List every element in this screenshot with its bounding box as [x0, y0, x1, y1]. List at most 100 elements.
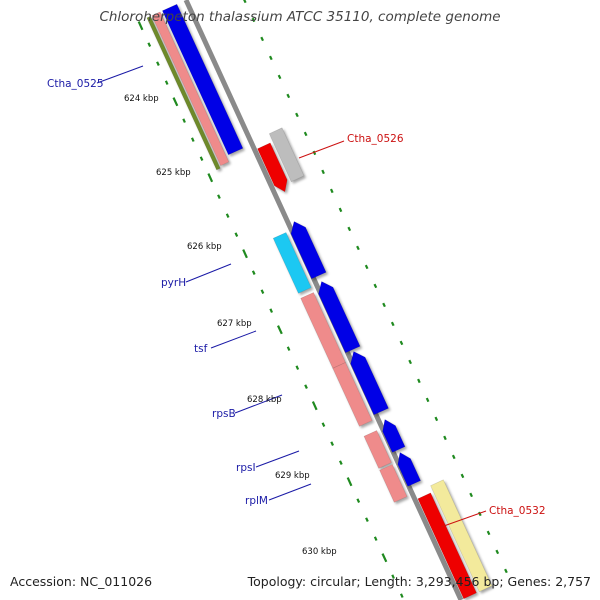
tick-mark [373, 536, 378, 541]
tick-mark [330, 441, 334, 446]
tick-mark [207, 173, 214, 183]
tick-mark [234, 232, 239, 237]
leader-pyrH [185, 263, 232, 283]
tick-mark [321, 169, 325, 175]
accession-text: Accession: NC_011026 [10, 574, 153, 589]
tick-mark [303, 131, 308, 137]
tick-mark [225, 213, 230, 218]
tick-mark [338, 207, 343, 213]
tick-mark [390, 321, 395, 327]
tick-mark [277, 74, 282, 80]
tick-mark [251, 17, 256, 23]
tick-mark [486, 530, 491, 536]
gene-label-Ctha_0525: Ctha_0525 [47, 78, 104, 90]
tick-mark [243, 0, 247, 4]
kbp-label-624: 624 kbp [124, 94, 159, 104]
tick-mark [260, 289, 265, 294]
tick-mark [217, 194, 221, 199]
tick-mark [504, 568, 508, 574]
tick-mark [164, 80, 169, 85]
gene-pink-strip [151, 11, 230, 166]
tick-mark [312, 150, 317, 156]
gene-label-Ctha_0532: Ctha_0532 [489, 505, 546, 517]
tick-mark [137, 21, 144, 31]
tick-mark [478, 511, 482, 517]
tick-mark [286, 93, 291, 99]
gene-label-pyrH: pyrH [161, 277, 186, 289]
gene-label-rplM: rplM [245, 495, 268, 507]
gene-blue-tsf [318, 281, 361, 354]
gene-cyan-pyrH [272, 232, 312, 294]
tick-mark [381, 553, 388, 563]
tick-mark [329, 188, 334, 194]
leader-rplM [268, 483, 312, 501]
gene-blue-rpsI [382, 419, 406, 453]
tick-mark [182, 118, 186, 123]
tick-mark [425, 397, 430, 403]
kbp-label-628: 628 kbp [247, 395, 282, 405]
tick-mark [451, 454, 456, 460]
tick-mark [269, 308, 274, 313]
tick-mark [408, 359, 412, 365]
gene-features [146, 3, 493, 600]
gene-pink-rplM [379, 464, 408, 503]
kbp-label-626: 626 kbp [187, 242, 222, 252]
tick-mark [269, 55, 273, 61]
tick-mark [172, 97, 179, 107]
leader-Ctha_0532 [440, 510, 487, 528]
leader-rpsI [255, 450, 300, 468]
tick-mark [295, 112, 299, 118]
leader-Ctha_0525 [96, 65, 144, 84]
tick-mark [260, 36, 264, 42]
tick-mark [347, 226, 352, 232]
tick-mark [190, 137, 195, 142]
tick-mark [346, 477, 353, 487]
tick-mark [311, 401, 318, 411]
tick-mark [391, 574, 395, 579]
tick-mark [495, 549, 500, 555]
gene-label-rpsB: rpsB [212, 408, 236, 420]
tick-mark [356, 245, 360, 251]
gene-label-Ctha_0526: Ctha_0526 [347, 133, 404, 145]
tick-mark [356, 498, 361, 503]
kbp-label-629: 629 kbp [275, 471, 310, 481]
tick-mark [199, 156, 204, 161]
tick-mark [156, 61, 160, 66]
tick-mark [277, 325, 283, 335]
tick-mark [443, 435, 447, 441]
gene-olive-strip [146, 15, 221, 171]
tick-mark [373, 283, 378, 289]
kbp-label-627: 627 kbp [217, 319, 252, 329]
gene-blue-pyrH [290, 221, 327, 280]
gene-blue-Ctha_0525 [162, 3, 244, 156]
tick-mark [286, 346, 291, 351]
kbp-label-630: 630 kbp [302, 547, 337, 557]
tick-mark [417, 378, 421, 384]
gene-blue-rplM [397, 452, 421, 487]
topology-text: Topology: circular; Length: 3,293,456 bp… [247, 574, 591, 589]
tick-mark [295, 365, 300, 370]
tick-mark [147, 42, 152, 47]
tick-mark [399, 593, 404, 598]
leader-Ctha_0526 [298, 140, 345, 159]
gene-yellow-Ctha_0532 [430, 479, 493, 593]
tick-mark [304, 384, 308, 389]
tick-mark [364, 264, 369, 270]
tick-mark [434, 416, 439, 422]
tick-mark [339, 460, 343, 465]
tick-mark [321, 422, 326, 427]
tick-mark [365, 517, 369, 522]
map-title: Chloroherpeton thalassium ATCC 35110, co… [99, 9, 501, 25]
tick-mark [251, 270, 256, 275]
gene-pink-rpsB [332, 362, 373, 427]
gene-pink-rpsI [363, 430, 392, 469]
gene-red-Ctha_0532 [417, 492, 477, 600]
tick-mark [460, 473, 465, 479]
gene-gray-Ctha_0526 [268, 127, 305, 183]
kbp-label-625: 625 kbp [156, 168, 191, 178]
tick-mark [399, 340, 404, 346]
tick-mark [469, 492, 473, 498]
gene-label-tsf: tsf [194, 343, 208, 355]
leader-tsf [210, 330, 257, 349]
